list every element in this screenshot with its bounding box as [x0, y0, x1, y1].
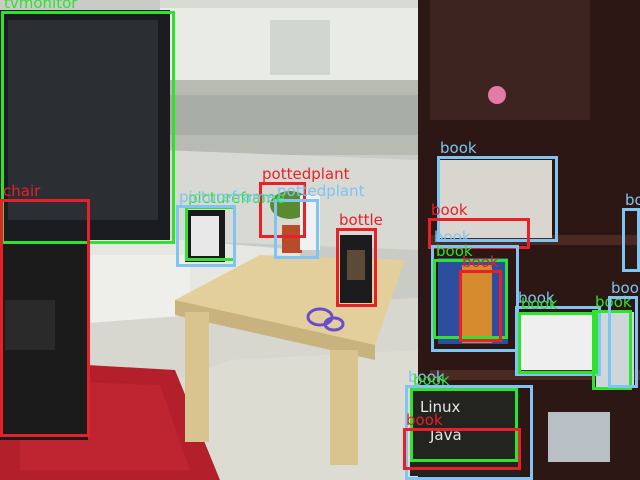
detection-box-chair: chair — [0, 183, 90, 437]
detection-box-book: book — [405, 369, 533, 480]
detection-box-book: book — [431, 229, 519, 352]
detection-label: pictureframe — [179, 188, 276, 206]
detection-label: book — [434, 228, 471, 246]
detection-box-pottedplant: pottedplant — [259, 166, 349, 238]
detection-box-book: book — [410, 372, 518, 462]
detection-label: pottedplant — [277, 182, 365, 200]
detection-label: book — [440, 139, 477, 157]
detection-box-book: book — [433, 243, 508, 339]
detection-label: bottle — [339, 211, 383, 229]
detection-label: book — [431, 201, 468, 219]
detection-label: book — [436, 242, 473, 260]
detection-label: book — [521, 295, 558, 313]
detection-label: book — [408, 368, 445, 386]
detection-label: pictureframe — [188, 189, 285, 207]
detection-box-book: book — [403, 412, 521, 470]
detection-box-book: book — [515, 290, 601, 376]
detection-box-pottedplant: pottedplant — [274, 183, 364, 259]
detection-box-book: book — [459, 254, 502, 342]
detection-label: chair — [3, 182, 41, 200]
detection-box-book: book — [622, 192, 640, 272]
detection-label: book — [625, 191, 640, 209]
detection-box-book: book — [608, 280, 640, 388]
detection-label: book — [462, 253, 499, 271]
detection-label: book — [406, 411, 443, 429]
detection-label: book — [518, 289, 555, 307]
detection-label: pottedplant — [262, 165, 350, 183]
detection-box-book: book — [437, 140, 558, 242]
detection-box-bottle: bottle — [336, 212, 383, 307]
detection-label: book — [611, 279, 640, 297]
book-spine-linux: Linux — [420, 398, 461, 416]
detection-label: book — [413, 371, 450, 389]
detection-label: tvmonitor — [4, 0, 78, 12]
detection-box-book: book — [518, 296, 598, 374]
detection-box-pictureframe: pictureframe — [176, 189, 276, 267]
